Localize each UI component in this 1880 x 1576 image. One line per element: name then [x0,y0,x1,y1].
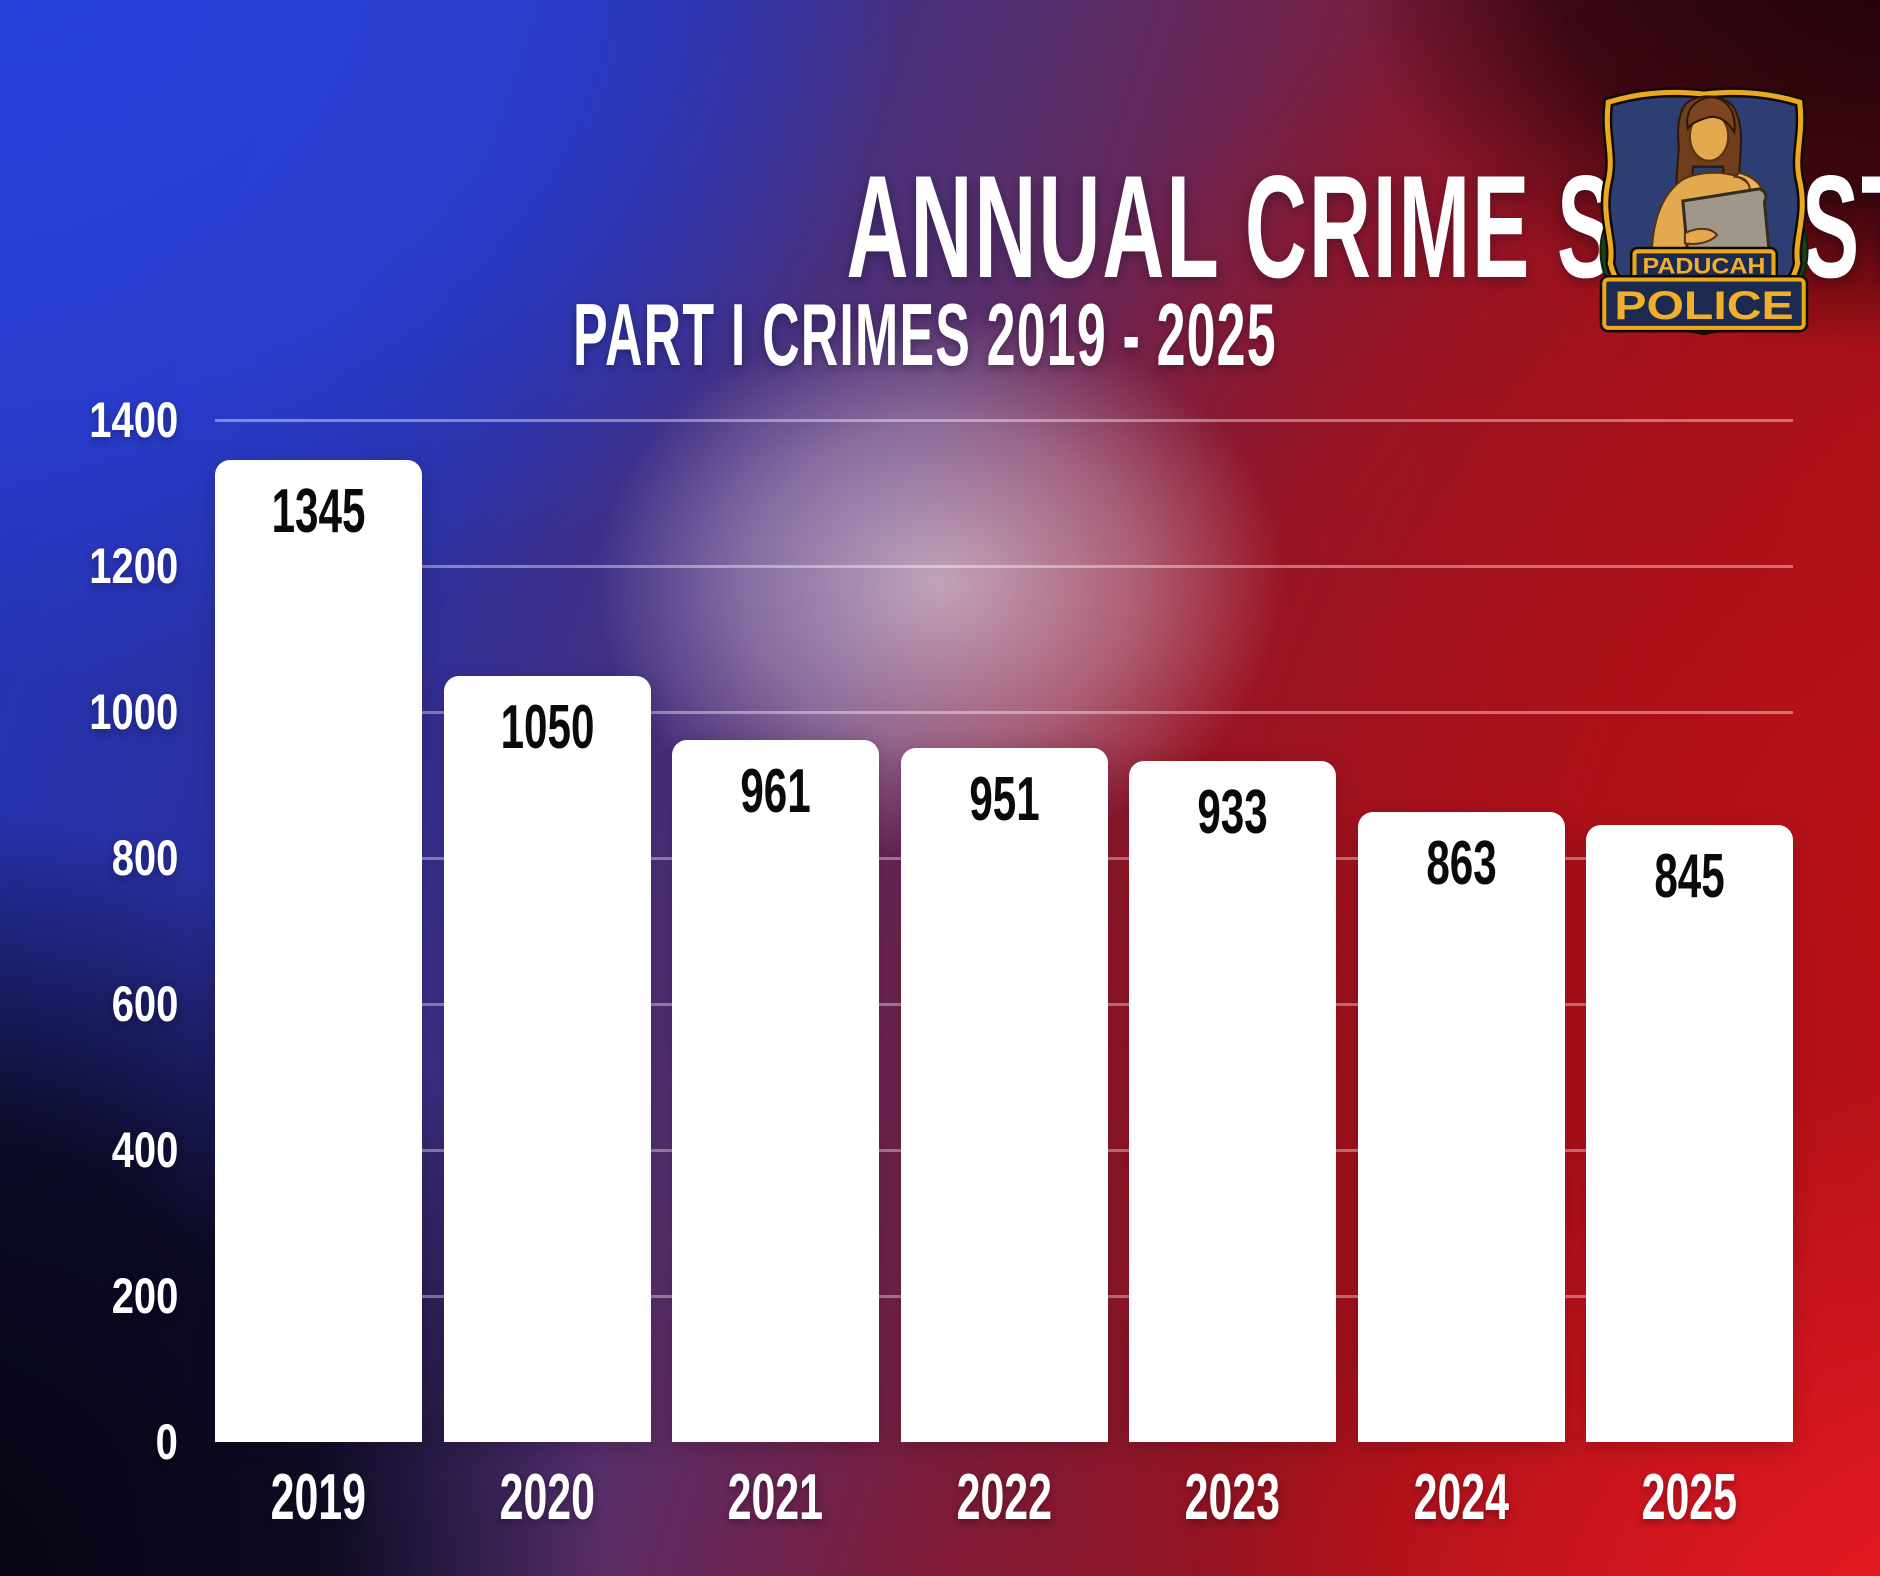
x-tick-2019: 2019 [215,1462,422,1532]
y-tick-1000: 1000 [0,677,178,747]
y-tick-800: 800 [0,823,178,893]
x-tick-2022: 2022 [901,1462,1108,1532]
figure-hair-top [1686,96,1736,136]
logo-text-police: POLICE [1614,283,1793,328]
bar-2024: 863 [1357,812,1565,1442]
plot-area: 1345 1050 961 951 933 863 845 [215,418,1793,1442]
bar-value-2024: 863 [1425,829,1497,899]
bar-2022: 951 [900,747,1108,1442]
y-tick-600: 600 [0,969,178,1039]
banner-police: POLICE [1599,275,1809,333]
bar-value-2021: 961 [740,757,811,827]
x-axis: 2019 2020 2021 2022 2023 2024 2025 [215,1462,1793,1532]
bar-column-2025: 845 [1586,420,1793,1442]
bar-value-2020: 1050 [500,692,594,762]
x-tick-label-2021: 2021 [727,1460,824,1533]
x-tick-2024: 2024 [1358,1462,1565,1532]
bars: 1345 1050 961 951 933 863 845 [215,420,1793,1442]
paducah-police-logo: PADUCAH POLICE [1592,74,1816,342]
gridline-1200 [215,564,1793,568]
bar-2023: 933 [1129,760,1336,1442]
y-tick-label-1000: 1000 [89,684,178,740]
y-tick-1400: 1400 [0,385,178,455]
x-tick-label-2024: 2024 [1413,1460,1509,1533]
x-tick-label-2022: 2022 [956,1460,1052,1533]
logo-text-paducah: PADUCAH [1643,253,1766,278]
figure-hand [1683,227,1719,245]
y-tick-label-1200: 1200 [89,538,178,594]
bar-2020: 1050 [443,675,651,1442]
x-tick-label-2020: 2020 [499,1460,595,1533]
bar-column-2019: 1345 [215,420,422,1442]
y-tick-label-600: 600 [111,976,178,1032]
gridline-1400 [215,418,1793,422]
y-tick-0: 0 [0,1407,178,1477]
bar-column-2022: 951 [900,420,1108,1442]
gridline-1000 [215,710,1793,714]
y-tick-label-0: 0 [155,1414,178,1470]
x-tick-2023: 2023 [1129,1462,1336,1532]
bar-value-2025: 845 [1654,842,1725,912]
y-tick-label-400: 400 [111,1122,178,1178]
y-tick-1200: 1200 [0,531,178,601]
bar-value-2022: 951 [968,764,1040,834]
page-subtitle-text: PART I CRIMES 2019 - 2025 [573,285,1277,385]
y-tick-400: 400 [0,1115,178,1185]
x-tick-2021: 2021 [672,1462,879,1532]
y-tick-label-800: 800 [111,830,178,886]
y-tick-200: 200 [0,1261,178,1331]
bar-value-2019: 1345 [271,477,366,547]
police-badge-icon: PADUCAH POLICE [1599,87,1809,336]
bar-2025: 845 [1586,825,1793,1442]
y-tick-label-1400: 1400 [89,392,178,448]
bar-value-2023: 933 [1197,777,1268,847]
page-title: ANNUAL CRIME STATISTICS [0,151,1880,304]
bar-column-2020: 1050 [443,420,651,1442]
y-tick-label-200: 200 [111,1268,178,1324]
x-tick-label-2023: 2023 [1184,1460,1281,1533]
x-tick-2020: 2020 [444,1462,651,1532]
x-tick-label-2019: 2019 [270,1460,367,1533]
bar-column-2024: 863 [1357,420,1565,1442]
bar-column-2023: 933 [1129,420,1336,1442]
banner-paducah: PADUCAH [1629,246,1779,285]
bar-2019: 1345 [215,460,422,1442]
x-tick-2025: 2025 [1586,1462,1793,1532]
page-subtitle: PART I CRIMES 2019 - 2025 [0,289,1277,381]
x-tick-label-2025: 2025 [1641,1460,1738,1533]
bar-2021: 961 [672,740,879,1442]
bar-column-2021: 961 [672,420,879,1442]
shield-gold-border [1603,89,1805,333]
